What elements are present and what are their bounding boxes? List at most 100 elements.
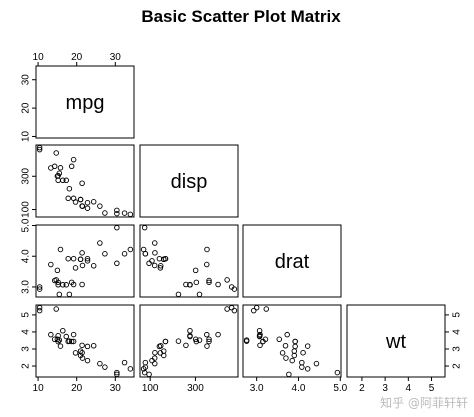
data-point [60, 328, 66, 334]
data-point [56, 291, 63, 298]
tick-label: 4 [452, 329, 463, 335]
data-point [90, 263, 97, 269]
panel-drat-vs-drat: drat [242, 224, 342, 298]
data-point [57, 343, 64, 349]
data-point [79, 180, 85, 186]
data-point [157, 265, 164, 271]
data-point [114, 260, 120, 267]
data-point [152, 349, 158, 356]
data-point [114, 207, 120, 214]
data-point [146, 371, 152, 378]
data-point [334, 369, 341, 376]
data-point [206, 277, 212, 284]
top-axis-mpg: 10 20 30 [33, 52, 122, 67]
data-point [66, 185, 73, 192]
data-point [68, 338, 75, 345]
data-point [243, 337, 250, 343]
data-point [250, 307, 257, 314]
data-point [289, 357, 295, 364]
data-point [97, 203, 103, 209]
tick-label: 4.0 [292, 383, 306, 394]
data-point [146, 260, 152, 267]
data-point [140, 366, 147, 372]
data-point [187, 332, 193, 339]
data-point [55, 279, 61, 286]
data-point [282, 343, 289, 349]
data-point [276, 336, 283, 343]
data-point [48, 165, 54, 171]
tick-label: 4 [21, 329, 32, 335]
data-point [66, 291, 73, 298]
data-point [48, 331, 54, 338]
tick-label: 20 [21, 102, 32, 114]
panel-disp-vs-mpg [35, 144, 135, 218]
data-point [102, 364, 108, 370]
data-point [304, 366, 311, 372]
data-point [72, 350, 79, 356]
data-point [231, 307, 238, 314]
data-point [162, 338, 169, 345]
variable-label-mpg: mpg [66, 92, 105, 114]
tick-label: 30 [110, 52, 122, 63]
tick-label: 5 [429, 383, 435, 394]
tick-label: 3.0 [250, 383, 264, 394]
data-point [70, 331, 77, 338]
data-point [156, 255, 163, 262]
data-point [70, 338, 77, 345]
data-point [114, 210, 120, 217]
data-point [193, 279, 200, 286]
data-point [204, 331, 210, 338]
data-point [79, 262, 86, 269]
watermark: 知乎 @阿菲轩轩 [380, 396, 468, 410]
tick-label: 3 [21, 346, 32, 352]
chart-title: Basic Scatter Plot Matrix [141, 7, 341, 26]
data-point [36, 307, 43, 314]
tick-label: 3.0 [21, 280, 32, 294]
panel-mpg-vs-mpg: mpg [35, 65, 135, 139]
data-point [152, 250, 158, 256]
data-point [192, 267, 199, 274]
data-point [121, 251, 128, 257]
panel-frame [242, 224, 342, 298]
data-point [263, 306, 270, 312]
data-point [300, 349, 306, 356]
tick-label: 2 [452, 363, 463, 369]
data-point [53, 306, 59, 312]
tick-label: 30 [21, 74, 32, 86]
data-point [57, 246, 64, 253]
data-point [175, 291, 182, 298]
data-point [187, 328, 193, 334]
data-point [121, 210, 128, 216]
tick-label: 5 [21, 312, 32, 318]
data-point [224, 306, 230, 312]
data-point [90, 199, 97, 205]
data-point [79, 250, 85, 256]
data-point [292, 338, 298, 345]
data-point [151, 262, 158, 269]
data-point [36, 146, 43, 153]
tick-label: 3 [382, 383, 388, 394]
panel-wt-vs-wt: wt [346, 304, 446, 378]
data-point [299, 364, 305, 370]
data-point [55, 282, 61, 288]
data-point [206, 279, 212, 286]
data-point [114, 369, 120, 376]
data-point [36, 144, 43, 151]
data-point [36, 286, 43, 292]
bottom-axis-disp: 100 300 [142, 376, 204, 394]
data-point [151, 355, 158, 361]
tick-label: 2 [359, 383, 365, 394]
tick-label: 20 [71, 52, 83, 63]
data-point [97, 360, 103, 367]
variable-label-wt: wt [385, 331, 406, 353]
data-point [257, 331, 263, 338]
variable-label-drat: drat [275, 251, 310, 273]
bottom-axis-drat: 3.0 4.0 5.0 [250, 376, 348, 394]
data-point [79, 281, 85, 288]
data-point [114, 224, 120, 231]
data-point [36, 304, 43, 311]
data-point [65, 255, 71, 262]
tick-label: 100 [21, 201, 32, 218]
data-point [141, 224, 148, 231]
data-point [228, 284, 235, 290]
